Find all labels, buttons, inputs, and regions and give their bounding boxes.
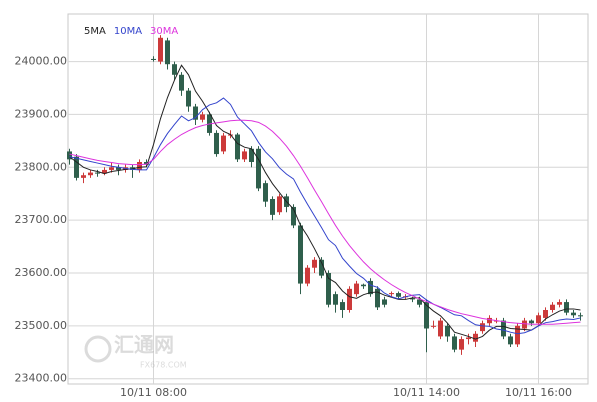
x-tick-label: 10/11 14:00 [393, 386, 460, 399]
candle-body [319, 259, 324, 276]
legend-label: 10MA [114, 26, 142, 37]
grid [68, 14, 588, 384]
candle-body [564, 302, 569, 313]
candle-body [102, 169, 107, 174]
candle-body [109, 167, 114, 170]
candle-body [347, 288, 352, 310]
ma-line [69, 64, 581, 340]
candle-body [270, 199, 275, 215]
candle-body [88, 172, 93, 176]
candle-body [368, 280, 373, 295]
candle-body [158, 37, 163, 62]
candle-body [340, 302, 345, 310]
candle-body [557, 302, 562, 305]
candle-body [396, 293, 401, 297]
candle-body [452, 336, 457, 350]
candle-body [487, 317, 492, 324]
candle-body [242, 151, 247, 160]
candle-body [298, 225, 303, 284]
legend-label: 5MA [84, 26, 106, 37]
candle-body [186, 90, 191, 107]
candle-body [529, 320, 534, 324]
candle-body [256, 148, 261, 189]
candle-body [81, 175, 86, 178]
candle-body [249, 148, 254, 162]
candle-body [410, 298, 415, 300]
candle-body [424, 302, 429, 329]
candle-body [214, 132, 219, 155]
x-tick-label: 10/11 16:00 [505, 386, 572, 399]
y-tick-label: 23800.00 [15, 160, 68, 173]
watermark-logo [84, 335, 112, 363]
watermark: 汇通网 FX678.COM [84, 333, 187, 370]
candle-body [151, 58, 156, 60]
candle-body [116, 167, 121, 170]
candle-body [522, 320, 527, 329]
y-tick-label: 23600.00 [15, 266, 68, 279]
candle-body [375, 288, 380, 308]
y-tick-label: 23500.00 [15, 319, 68, 332]
candle-body [438, 320, 443, 337]
candle-body [536, 315, 541, 324]
candle-body [137, 162, 142, 170]
candle-body [354, 283, 359, 295]
ma-line [69, 97, 581, 335]
candle-body [361, 284, 366, 287]
candle-body [277, 196, 282, 213]
ma-line [69, 119, 581, 325]
candle-body [578, 315, 583, 317]
candle-body [417, 299, 422, 305]
candle-body [67, 151, 72, 160]
candle-body [179, 74, 184, 91]
candle-body [445, 325, 450, 337]
candle-body [550, 304, 555, 310]
candle-body [235, 134, 240, 160]
x-tick-label: 10/11 08:00 [120, 386, 187, 399]
candle-body [389, 293, 394, 295]
candle-body [305, 267, 310, 284]
candle-body [144, 162, 149, 165]
legend-label: 30MA [150, 26, 178, 37]
candle-body [543, 310, 548, 318]
candle-body [172, 64, 177, 75]
candle-body [480, 323, 485, 332]
y-tick-label: 23900.00 [15, 107, 68, 120]
candle-body [165, 40, 170, 65]
candle-body [74, 156, 79, 178]
candle-body [466, 337, 471, 340]
y-tick-label: 23400.00 [15, 372, 68, 385]
watermark-url: FX678.COM [140, 361, 187, 370]
y-tick-label: 23700.00 [15, 213, 68, 226]
candle-body [326, 273, 331, 305]
candle-body [200, 114, 205, 120]
watermark-text: 汇通网 [114, 333, 174, 357]
candle-body [221, 135, 226, 152]
candle-body [571, 312, 576, 316]
candle-body [382, 299, 387, 305]
candle-body [473, 333, 478, 342]
candle-body [431, 325, 436, 327]
candle-body [515, 325, 520, 345]
y-tick-label: 24000.00 [15, 55, 68, 68]
candle-body [193, 106, 198, 120]
candle-body [312, 259, 317, 268]
candle-body [263, 183, 268, 202]
candle-body [508, 336, 513, 345]
candle-body [333, 294, 338, 305]
candle-body [95, 172, 100, 174]
candle-body [291, 206, 296, 226]
candle-body [501, 320, 506, 337]
candle-body [459, 339, 464, 350]
